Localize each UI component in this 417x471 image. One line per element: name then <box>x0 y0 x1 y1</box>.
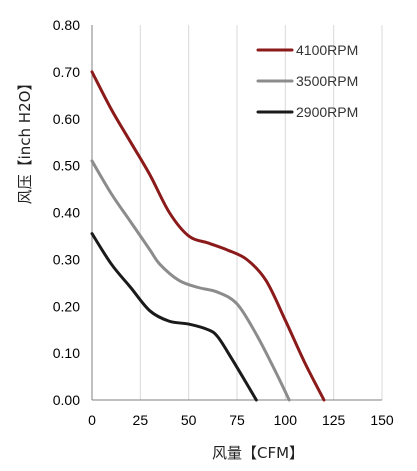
series-line-2900rpm <box>90 232 258 402</box>
y-axis-title: 风压【inch H2O】 <box>16 76 34 205</box>
y-tick-label: 0.10 <box>53 345 80 361</box>
y-tick-label: 0.80 <box>53 17 80 33</box>
y-tick-label: 0.00 <box>53 392 80 408</box>
x-tick-label: 100 <box>274 412 298 428</box>
series-line-4100rpm <box>90 70 326 402</box>
y-tick-labels: 0.00 0.10 0.20 0.30 0.40 0.50 0.60 0.70 0.80 <box>53 17 80 408</box>
x-axis-title: 风量【CFM】 <box>212 444 304 462</box>
x-tick-label: 0 <box>88 412 96 428</box>
y-tick-label: 0.60 <box>53 111 80 127</box>
x-tick-label: 125 <box>322 412 346 428</box>
x-tick-label: 75 <box>229 412 245 428</box>
grid-layer <box>139 25 383 400</box>
series-lines <box>90 70 326 402</box>
legend: 4100RPM 3500RPM 2900RPM <box>256 42 358 120</box>
y-tick-label: 0.30 <box>53 251 80 267</box>
legend-label: 2900RPM <box>296 104 358 120</box>
legend-label: 3500RPM <box>296 73 358 89</box>
x-tick-label: 25 <box>133 412 149 428</box>
y-tick-label: 0.50 <box>53 158 80 174</box>
series-line-3500rpm <box>90 159 291 402</box>
y-tick-label: 0.40 <box>53 205 80 221</box>
x-tick-label: 50 <box>181 412 197 428</box>
legend-label: 4100RPM <box>296 42 358 58</box>
x-tick-labels: 0 25 50 75 100 125 150 <box>88 412 394 428</box>
y-tick-label: 0.20 <box>53 298 80 314</box>
y-tick-label: 0.70 <box>53 64 80 80</box>
x-tick-label: 150 <box>370 412 394 428</box>
